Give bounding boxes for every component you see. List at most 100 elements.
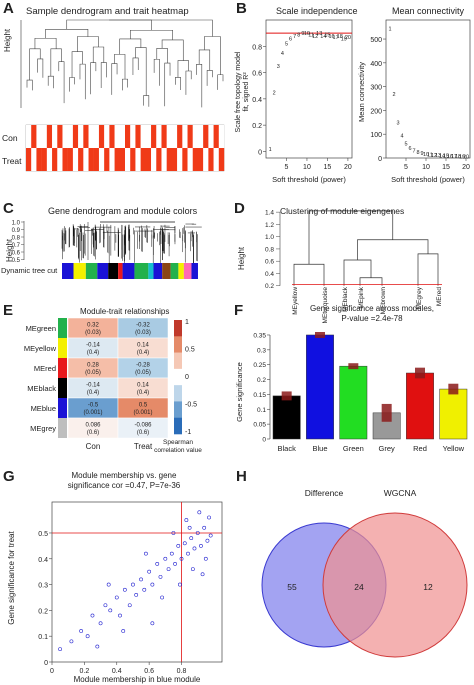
y-tick-label: 0.35 [253,332,266,339]
data-point-label: 18 [337,34,343,40]
data-point [199,543,203,548]
chart-title: Gene significance across modules, [310,304,434,313]
dendrogram-branch [119,38,142,55]
heatmap-cell [177,148,183,171]
eigengene-leaf-label: MEred [436,287,443,307]
dendrogram-branch [156,47,168,64]
dendrogram-branch [206,70,213,86]
data-point-label: 14 [439,153,445,159]
data-point [142,587,147,592]
heatmap-cell [135,148,141,171]
data-point [179,556,184,561]
heatmap-cell [52,148,58,171]
eigengene-leaf-label: MEgrey [416,286,423,309]
data-point-label: 16 [328,34,334,40]
category-label: Blue [312,444,327,453]
correlation-p-value: (0.001) [83,410,102,416]
data-point [127,603,132,608]
dendrogram-branch [79,63,86,100]
heatmap-cell [31,148,37,171]
data-point [150,621,155,626]
y-tick-label: 200 [370,108,382,115]
correlation-p-value: (0.05) [135,370,151,376]
correlation-p-value: (0.03) [135,330,151,336]
heatmap-cell [119,148,126,171]
y-tick-label: 500 [370,37,382,44]
x-tick-label: 15 [442,164,450,171]
data-point [178,582,182,587]
bar [406,372,434,440]
data-point [186,551,190,556]
heatmap-cell [166,125,173,148]
correlation-p-value: (0.05) [85,370,101,376]
data-point-label: 5 [404,142,407,148]
y-tick-label: 0.1 [257,407,266,414]
y-tick-label: 0.3 [257,347,266,354]
panel-a-trait-heatmap [25,124,225,172]
heatmap-cell [114,148,120,171]
y-tick-label: 0.2 [265,283,274,290]
legend-tick-label: 0.5 [185,347,195,354]
heatmap-cell [31,125,37,148]
dendrogram-branch [26,79,33,91]
x-tick-label: 20 [462,164,470,171]
heatmap-cell [72,125,79,148]
data-point [189,536,194,541]
data-point [182,541,187,546]
panel-c-track-label: Dynamic tree cut [1,266,58,275]
data-point [144,551,148,556]
heatmap-cell [218,148,225,171]
data-point-label: 13 [435,153,441,159]
heatmap-cell [218,125,225,148]
data-point-label: 14 [320,34,326,40]
x-tick-label: 5 [285,164,289,171]
heatmap-cell [46,148,53,171]
data-point [98,621,103,626]
category-label: Yellow [443,444,465,453]
module-row-label: MEblue [31,404,56,413]
y-tick-label: 0.5 [12,258,21,264]
dendrogram-branch [343,259,372,286]
correlation-value: -0.28 [136,363,150,369]
data-point-label: 16 [447,154,453,160]
data-point [139,577,143,582]
heatmap-cell [213,148,219,171]
heatmap-cell [192,125,199,148]
heatmap-cell [46,125,53,148]
legend-gradient-step [174,368,182,386]
panel-h-letter: H [236,468,247,485]
data-point-label: 2 [273,90,276,96]
dendrogram-branch [109,19,213,37]
y-tick-label: 0 [262,437,266,444]
data-point-label: 6 [408,146,411,152]
heatmap-cell [109,148,115,171]
heatmap-cell [171,125,178,148]
data-point-label: 4 [281,51,284,57]
chart-subtitle: P-value =2.4e-78 [341,314,403,323]
data-point-label: 12 [431,153,437,159]
x-tick-label: 20 [344,164,352,171]
data-point-label: 8 [416,150,419,156]
y-tick-label: 0 [378,156,382,163]
panel-c: C Gene dendrogram and module colors Heig… [0,200,232,300]
heatmap-cell [26,125,32,148]
dendrogram-branch [357,239,429,260]
data-point [187,525,192,530]
heatmap-cell [177,125,183,148]
data-point [150,582,155,587]
panel-a-row-con: Con [2,133,18,143]
data-point [200,572,205,577]
legend-title: Spearman [163,439,193,446]
dendrogram-branch [50,48,62,77]
data-point [197,510,202,515]
panel-a-letter: A [3,0,14,17]
correlation-value: -0.32 [136,323,150,329]
heatmap-cell [52,125,58,148]
data-point-label: 9 [420,151,423,157]
x-tick-label: 15 [324,164,332,171]
correlation-p-value: (0.6) [137,430,149,436]
module-row-label: MEred [34,364,56,373]
heatmap-cell [145,125,152,148]
heatmap-cell [208,148,214,171]
